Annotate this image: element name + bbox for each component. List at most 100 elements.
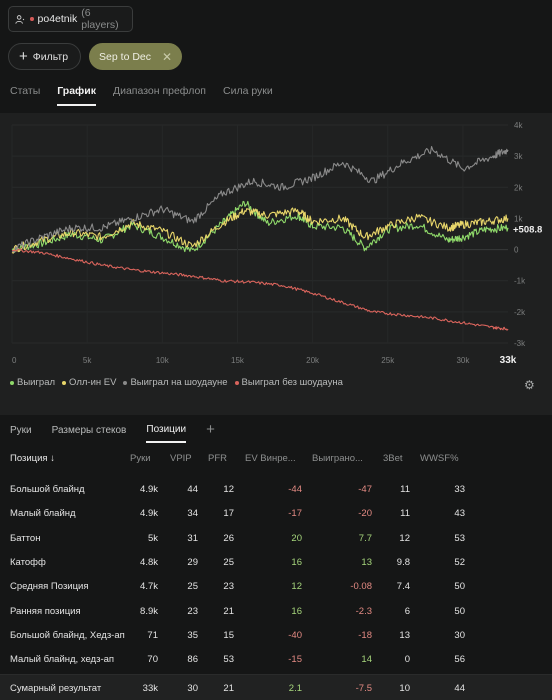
date-chip-label: Sep to Dec <box>99 50 151 63</box>
series-line <box>11 248 509 331</box>
tab-stack-sizes[interactable]: Размеры стеков <box>51 425 127 436</box>
column-header-wwsf[interactable]: WWSF% <box>420 453 459 464</box>
table-cell: 25 <box>223 556 234 568</box>
table-row[interactable]: Катофф 4.8k 29 25 16 13 9.8 52 <box>0 549 552 573</box>
legend-label: Выиграл <box>17 377 56 388</box>
table-cell: 16 <box>291 556 302 568</box>
table-cell: 53 <box>223 654 234 666</box>
tab-stats[interactable]: Статы <box>10 85 41 97</box>
x-tick-label: 20k <box>306 356 320 365</box>
table-cell: 5k <box>147 532 158 544</box>
legend-dot <box>234 380 239 385</box>
tab-hand-strength[interactable]: Сила руки <box>223 85 273 97</box>
table-cell: 86 <box>187 654 198 666</box>
position-name: Большой блайнд <box>10 484 85 495</box>
table-cell: 33 <box>454 484 465 495</box>
status-dot <box>29 17 34 21</box>
table-cell: 14 <box>361 654 372 666</box>
column-header-position[interactable]: Позиция ↓ <box>10 453 55 464</box>
table-cell: 12 <box>399 532 410 544</box>
table-cell: -2.3 <box>355 605 372 617</box>
add-tab-icon[interactable]: + <box>206 421 215 438</box>
player-selector[interactable]: po4etnik (6 players) <box>8 6 133 32</box>
table-cell: 12 <box>223 484 234 495</box>
series-line <box>11 145 509 254</box>
tab-hands[interactable]: Руки <box>10 425 32 436</box>
player-name: po4etnik <box>37 13 78 25</box>
close-icon[interactable]: ✕ <box>162 49 173 64</box>
position-name: Баттон <box>10 532 41 544</box>
table-cell: -44 <box>288 484 302 495</box>
table-cell: 2.1 <box>288 683 302 694</box>
table-cell: 4.9k <box>140 508 158 520</box>
table-cell: 15 <box>223 629 234 641</box>
x-tick-label: 5k <box>83 356 92 365</box>
chart-legend: Выиграл Олл-ин EV Выиграл на шоудауне Вы… <box>10 377 343 388</box>
legend-item[interactable]: Выиграл <box>10 377 55 388</box>
filter-button[interactable]: + Фильтр <box>8 43 82 70</box>
table-cell: 4.8k <box>140 556 158 568</box>
table-cell: -40 <box>288 629 302 641</box>
table-row[interactable]: Большой блайнд, Хедз-ап 71 35 15 -40 -18 13 30 <box>0 622 552 646</box>
legend-dot <box>10 380 14 385</box>
legend-item[interactable]: Выиграл на шоудауне <box>123 377 228 388</box>
date-filter-chip[interactable]: Sep to Dec ✕ <box>89 43 183 70</box>
table-cell: -18 <box>358 629 372 641</box>
table-cell: 30 <box>187 683 198 694</box>
tab-graph[interactable]: График <box>57 85 96 106</box>
tab-positions[interactable]: Позиции <box>146 424 187 443</box>
x-tick-label: 10k <box>156 356 170 365</box>
position-name: Большой блайнд, Хедз-ап <box>10 629 125 641</box>
table-cell: 53 <box>454 532 465 544</box>
table-cell: 29 <box>187 556 198 568</box>
column-header-hands[interactable]: Руки <box>130 453 151 464</box>
table-cell: 43 <box>454 508 465 520</box>
x-tick-label: 33k <box>500 355 517 366</box>
table-cell: -0.08 <box>350 581 372 593</box>
table-row[interactable]: Баттон 5k 31 26 20 7.7 12 53 <box>0 525 552 549</box>
table-cell: 23 <box>223 581 234 593</box>
table-cell: 25 <box>187 581 198 593</box>
x-tick-label: 30k <box>456 356 470 365</box>
table-cell: 17 <box>223 508 234 520</box>
gear-icon[interactable]: ⚙ <box>524 378 535 392</box>
table-cell: 50 <box>454 605 465 617</box>
table-cell: 26 <box>223 532 234 544</box>
table-cell: 56 <box>454 654 465 666</box>
legend-dot <box>62 380 67 385</box>
column-header-3bet[interactable]: 3Bet <box>383 453 403 464</box>
column-header-pfr[interactable]: PFR <box>208 453 227 464</box>
table-row[interactable]: Ранняя позиция 8.9k 23 21 16 -2.3 6 50 <box>0 598 552 622</box>
legend-item[interactable]: Олл-ин EV <box>62 377 116 388</box>
table-cell: 35 <box>187 629 198 641</box>
position-name: Средняя Позиция <box>10 581 89 593</box>
table-cell: 12 <box>291 581 302 593</box>
end-value-label: +508.8 <box>513 224 542 235</box>
table-cell: 4.7k <box>140 581 158 593</box>
plus-icon: + <box>19 48 28 65</box>
table-cell: 11 <box>400 484 410 495</box>
table-cell: 4.9k <box>140 484 158 495</box>
column-header-vpip[interactable]: VPIP <box>170 453 192 464</box>
y-tick-label: 1k <box>514 214 523 223</box>
column-header-won[interactable]: Выиграно... <box>312 453 363 464</box>
table-cell: 23 <box>187 605 198 617</box>
table-row[interactable]: Малый блайнд, хедз-ап 70 86 53 -15 14 0 56 <box>0 646 552 670</box>
column-header-ev-winrate[interactable]: EV Винре... <box>245 453 296 464</box>
table-row[interactable]: Малый блайнд 4.9k 34 17 -17 -20 11 43 <box>0 500 552 524</box>
table-row[interactable]: Средняя Позиция 4.7k 25 23 12 -0.08 7.4 50 <box>0 573 552 597</box>
table-cell: 52 <box>454 556 465 568</box>
table-cell: -7.5 <box>355 683 372 694</box>
position-name: Малый блайнд, хедз-ап <box>10 654 115 666</box>
legend-item[interactable]: Выиграл без шоудауна <box>234 377 343 388</box>
table-cell: -47 <box>358 484 372 495</box>
table-cell: 0 <box>404 654 410 666</box>
tab-preflop-range[interactable]: Диапазон префлоп <box>112 85 206 97</box>
table-cell: 13 <box>361 556 372 568</box>
table-cell: 71 <box>147 629 158 641</box>
table-cell: 20 <box>291 532 302 544</box>
table-cell: 21 <box>223 683 234 694</box>
table-cell: 33k <box>142 683 158 694</box>
table-row[interactable]: Большой блайнд 4.9k 44 12 -44 -47 11 33 <box>0 476 552 500</box>
legend-label: Выиграл на шоудауне <box>130 377 228 388</box>
